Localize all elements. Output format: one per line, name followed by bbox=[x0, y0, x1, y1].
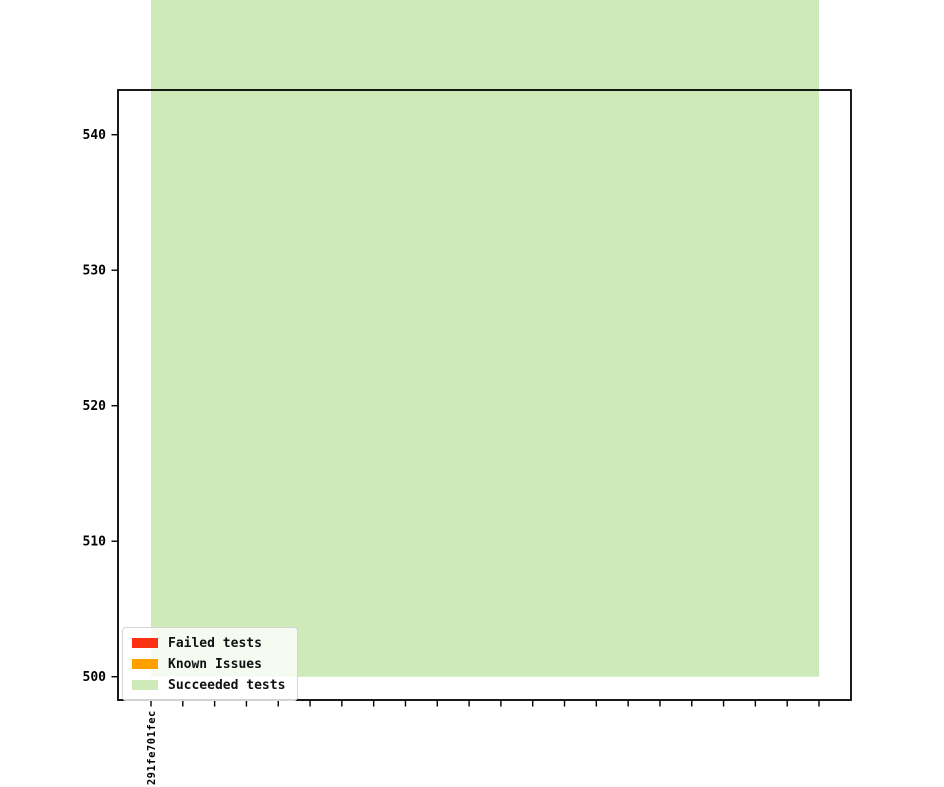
legend: Failed tests Known Issues Succeeded tests bbox=[122, 627, 299, 701]
y-tick-label: 500 bbox=[83, 670, 107, 685]
y-tick-label: 540 bbox=[83, 128, 107, 143]
x-tick-label: -291fe701fec bbox=[146, 710, 158, 787]
legend-swatch-known bbox=[132, 659, 158, 669]
legend-item: Failed tests bbox=[132, 634, 285, 652]
legend-item: Known Issues bbox=[132, 655, 285, 673]
legend-label: Failed tests bbox=[168, 635, 262, 651]
y-tick-label: 530 bbox=[83, 264, 107, 279]
succeeded-area bbox=[151, 0, 819, 677]
y-tick-label: 520 bbox=[83, 399, 107, 414]
legend-swatch-succeeded bbox=[132, 680, 158, 690]
plot-border bbox=[117, 89, 852, 701]
legend-swatch-failed bbox=[132, 638, 158, 648]
legend-item: Succeeded tests bbox=[132, 676, 285, 694]
y-tick-label: 510 bbox=[83, 535, 107, 550]
legend-label: Known Issues bbox=[168, 656, 262, 672]
legend-label: Succeeded tests bbox=[168, 677, 286, 693]
